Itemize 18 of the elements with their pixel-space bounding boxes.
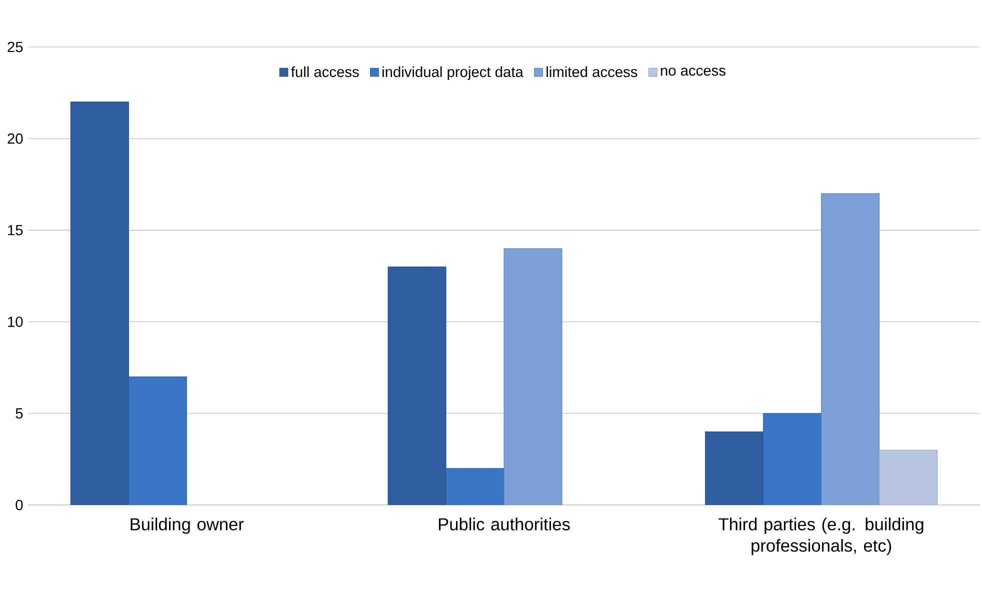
bar [446,468,504,505]
y-tick-label: 10 [8,316,23,327]
x-tick-label: Third parties (e.g. building professionals, etc) [718,518,924,556]
legend-label: full access [291,66,359,78]
x-tick-label: Public authorities [438,518,570,530]
legend-label: no access [660,68,726,76]
y-tick-label: 25 [8,42,23,52]
y-tick-label: 0 [16,500,23,510]
bar [763,413,822,505]
y-tick-label: 20 [8,133,23,144]
bar [821,193,880,505]
legend-label: individual project data [382,66,524,80]
bar [128,376,187,505]
y-tick-label: 5 [16,408,23,419]
x-tick-label: Building owner [130,518,244,534]
legend-label: limited access [546,66,638,78]
bar [504,248,562,505]
y-tick-label: 15 [8,225,23,236]
